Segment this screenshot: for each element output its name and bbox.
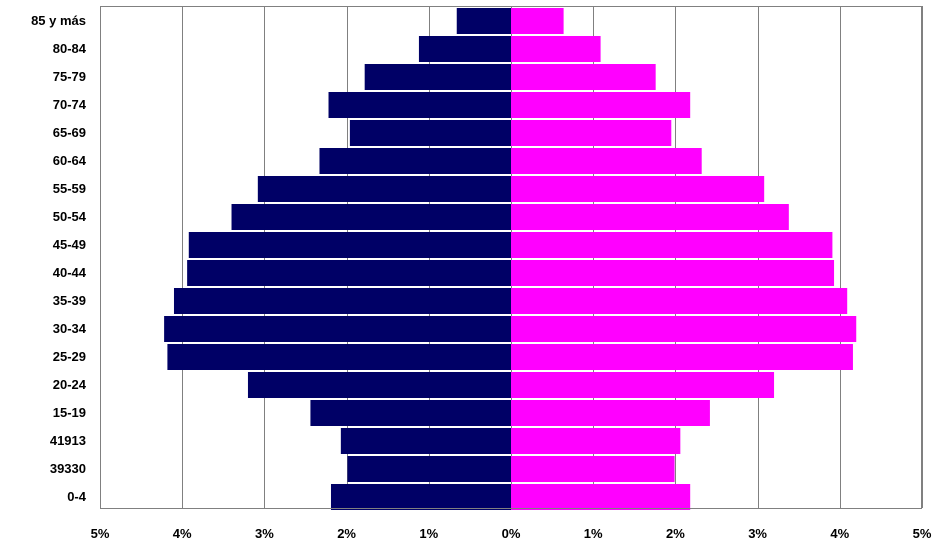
bar-left [247, 372, 511, 398]
bar-right [511, 148, 702, 174]
bar-left [340, 428, 511, 454]
x-tick-label: 3% [255, 526, 274, 541]
x-tick-label: 4% [173, 526, 192, 541]
category-label: 0-4 [67, 489, 87, 504]
bar-right [511, 484, 691, 510]
bar-left [310, 400, 511, 426]
category-label: 25-29 [53, 349, 86, 364]
x-tick-label: 5% [91, 526, 110, 541]
bar-left [328, 92, 511, 118]
bar-right [511, 260, 835, 286]
male-bars [164, 8, 512, 510]
bar-right [511, 120, 672, 146]
category-label: 20-24 [53, 377, 87, 392]
bar-right [511, 372, 775, 398]
x-tick-label: 5% [913, 526, 932, 541]
bar-right [511, 344, 853, 370]
category-label: 70-74 [53, 97, 87, 112]
bar-right [511, 400, 710, 426]
category-label: 30-34 [53, 321, 87, 336]
category-label: 80-84 [53, 41, 87, 56]
category-label: 41913 [50, 433, 86, 448]
bar-left [231, 204, 511, 230]
bar-left [418, 36, 511, 62]
x-tick-labels: 5% 4% 3% 2% 1% 0% 1% 2% 3% 4% 5% [91, 526, 932, 541]
category-labels: 85 y más 80-84 75-79 70-74 65-69 60-64 55-59 50… [31, 13, 87, 504]
bar-left [330, 484, 511, 510]
bar-right [511, 232, 833, 258]
bar-right [511, 92, 691, 118]
category-label: 75-79 [53, 69, 86, 84]
category-label: 45-49 [53, 237, 86, 252]
x-tick-label: 2% [666, 526, 685, 541]
bar-left [347, 456, 511, 482]
category-label: 50-54 [53, 209, 87, 224]
category-label: 60-64 [53, 153, 87, 168]
bar-right [511, 288, 848, 314]
category-label: 65-69 [53, 125, 86, 140]
x-tick-label: 1% [584, 526, 603, 541]
category-label: 39330 [50, 461, 86, 476]
x-tick-label: 4% [830, 526, 849, 541]
bar-left [319, 148, 511, 174]
bar-right [511, 204, 789, 230]
bar-right [511, 176, 765, 202]
bar-left [188, 232, 511, 258]
bar-right [511, 316, 857, 342]
x-tick-label: 0% [502, 526, 521, 541]
bar-left [257, 176, 511, 202]
bar-right [511, 64, 656, 90]
female-bars [511, 8, 857, 510]
bar-left [187, 260, 511, 286]
x-tick-label: 2% [337, 526, 356, 541]
plot-frame [100, 6, 922, 509]
x-tick-label: 3% [748, 526, 767, 541]
bar-left [364, 64, 511, 90]
bar-left [456, 8, 511, 34]
category-label: 15-19 [53, 405, 86, 420]
bar-right [511, 36, 601, 62]
bar-left [164, 316, 511, 342]
bar-right [511, 428, 681, 454]
x-tick-label: 1% [419, 526, 438, 541]
bar-left [173, 288, 512, 314]
category-label: 35-39 [53, 293, 86, 308]
category-label: 40-44 [53, 265, 87, 280]
bar-left [349, 120, 511, 146]
bar-right [511, 8, 564, 34]
bar-left [167, 344, 512, 370]
bar-right [511, 456, 675, 482]
category-label: 55-59 [53, 181, 86, 196]
category-label: 85 y más [31, 13, 86, 28]
